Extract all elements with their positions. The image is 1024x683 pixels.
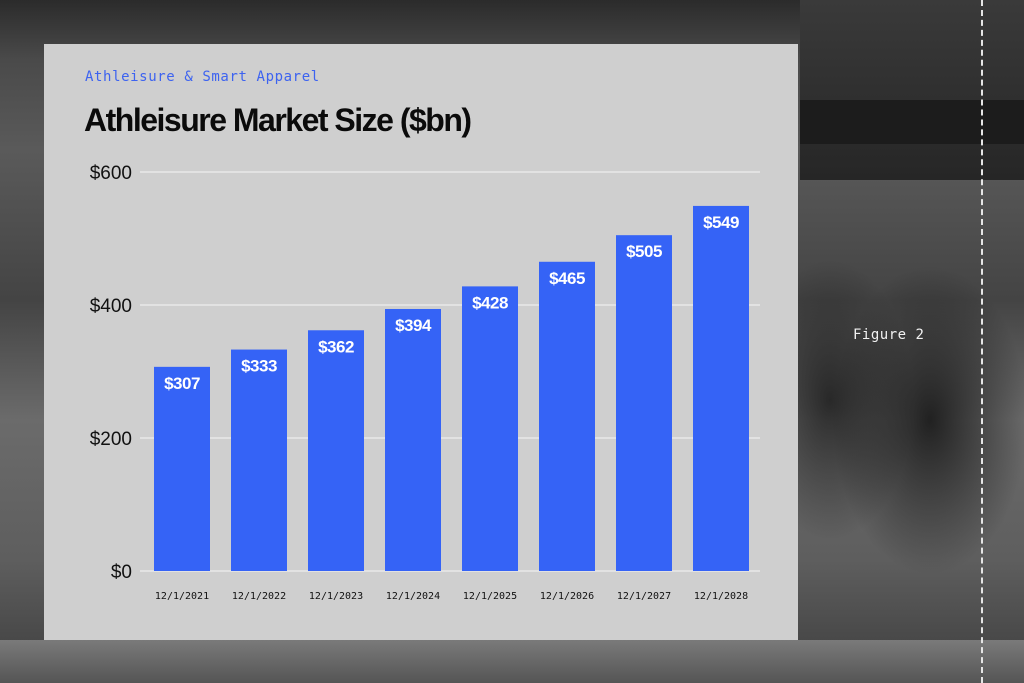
chart-card: Athleisure & Smart Apparel Athleisure Ma… <box>44 44 798 640</box>
x-tick-label: 12/1/2023 <box>309 591 363 602</box>
bar <box>539 261 595 571</box>
bar <box>231 349 287 571</box>
background-street <box>0 640 1024 683</box>
background-building <box>800 0 1024 180</box>
dashed-guide-line <box>981 0 983 683</box>
bar <box>154 366 210 571</box>
x-tick-label: 12/1/2022 <box>232 591 286 602</box>
bar <box>462 286 518 571</box>
bar-data-label: $549 <box>703 213 739 232</box>
bar <box>308 330 364 571</box>
y-tick-label: $600 <box>90 163 132 184</box>
x-tick-label: 12/1/2024 <box>386 591 440 602</box>
bar-data-label: $465 <box>549 269 585 288</box>
background-sign <box>800 100 1024 144</box>
x-tick-label: 12/1/2027 <box>617 591 671 602</box>
y-tick-label: $0 <box>111 562 132 583</box>
x-tick-label: 12/1/2021 <box>155 591 209 602</box>
bar <box>385 308 441 571</box>
y-tick-label: $400 <box>90 296 132 317</box>
bar-data-label: $505 <box>626 242 662 261</box>
bar-data-label: $394 <box>395 316 432 335</box>
bar-data-label: $333 <box>241 357 277 376</box>
chart-title: Athleisure Market Size ($bn) <box>84 102 472 138</box>
bar-chart: $0 $200 $400 $600 $307 12/1/2021 $333 12/1/2022… <box>90 163 760 602</box>
x-tick-label: 12/1/2026 <box>540 591 594 602</box>
x-tick-label: 12/1/2028 <box>694 591 748 602</box>
chart-eyebrow: Athleisure & Smart Apparel <box>85 69 320 85</box>
bar-data-label: $307 <box>164 374 200 393</box>
bar-data-label: $428 <box>472 293 508 312</box>
y-tick-label: $200 <box>90 429 132 450</box>
figure-label: Figure 2 <box>853 327 925 343</box>
bar <box>693 205 749 572</box>
bar-data-label: $362 <box>318 337 354 356</box>
x-tick-label: 12/1/2025 <box>463 591 517 602</box>
bar <box>616 235 672 572</box>
